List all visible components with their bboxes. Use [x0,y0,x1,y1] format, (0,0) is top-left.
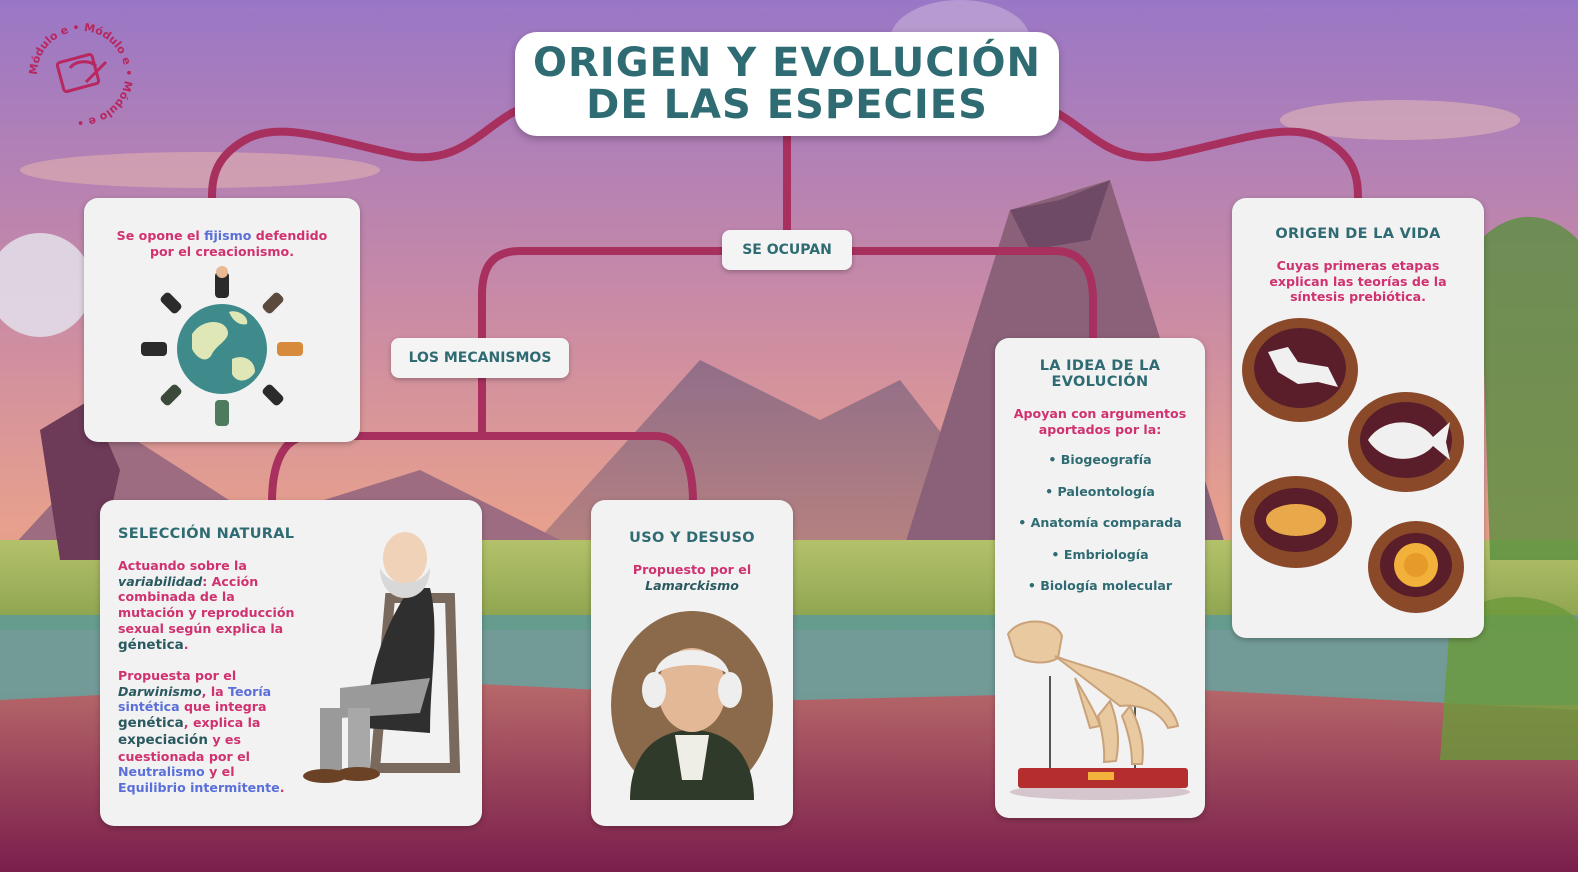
idea-intro-line2: aportados por la: [1038,421,1162,437]
origen-line2: explican las teorías de la [1269,273,1447,289]
fijismo-text-pre: Se opone el [116,228,205,243]
sn-p2-h: , explica la [183,715,261,731]
uso-desuso-text: Propuesto por el Lamarckismo [591,562,793,593]
fossil-fish-icon [1348,392,1464,492]
sn-p1-e: mutación y reproducción [118,605,295,621]
seleccion-natural-heading: SELECCIÓN NATURAL [118,526,295,542]
se-ocupan-text: SE OCUPAN [742,242,832,258]
sn-expeciacion: expeciación [118,731,208,748]
seleccion-natural-card: SELECCIÓN NATURAL Actuando sobre la vari… [100,500,482,826]
sn-p1-c: : Acción [202,573,259,589]
sn-darwinismo: Darwinismo [118,683,202,699]
sn-p2-j: y es [207,731,241,747]
darwin-portrait-icon [303,532,461,783]
fijismo-card: Se opone el fijismo defendido por el cre… [84,198,360,442]
fossil-dino-icon [1242,318,1358,422]
sn-p2-a: Propuesta por el [118,668,237,683]
sn-p2-k: cuestionada por el [118,748,250,764]
sn-p2-o: . [279,779,285,795]
sn-variabilidad: variabilidad [118,573,203,589]
idea-heading-line2: EVOLUCIÓN [1051,374,1149,390]
list-item: • Biología molecular [1027,578,1173,593]
module-logo: Módulo e • Módulo e • Módulo e • [26,20,136,130]
se-ocupan-label: SE OCUPAN [722,230,852,270]
los-mecanismos-text: LOS MECANISMOS [408,350,552,366]
dinosaur-skeleton-icon [1006,620,1190,800]
sn-genetica: génetica [118,636,184,653]
origen-vida-heading: ORIGEN DE LA VIDA [1275,226,1441,242]
origen-line3: síntesis prebiótica. [1290,289,1426,305]
lamarck-portrait-icon [611,611,773,800]
page-title: ORIGEN Y EVOLUCIÓN DE LAS ESPECIES [515,32,1059,136]
sn-p2-f: que integra [179,699,267,715]
origen-vida-text: Cuyas primeras etapas explican las teorí… [1232,258,1484,305]
fijismo-text-line2: por el creacionismo. [150,243,294,259]
idea-evolucion-card: LA IDEA DE LA EVOLUCIÓN Apoyan con argum… [995,338,1205,818]
list-item: • Paleontología [1045,483,1155,499]
list-item: • Biogeografía [1048,452,1152,467]
fossil-trilobite-icon [1240,476,1352,568]
fijismo-text-post: defendido [251,228,328,243]
title-line-2: DE LAS ESPECIES [586,82,988,128]
los-mecanismos-label: LOS MECANISMOS [391,338,569,378]
fossil-ammonite-icon [1368,521,1464,613]
list-item: • Embriología [1051,546,1149,562]
sn-p1-f: sexual según explica la [118,620,284,636]
uso-desuso-line1: Propuesto por el [632,562,752,577]
origen-vida-card: ORIGEN DE LA VIDA Cuyas primeras etapas … [1232,198,1484,638]
logo-ring-text: Módulo e • Módulo e • Módulo e • [27,21,135,129]
lamarckismo-text: Lamarckismo [645,577,739,593]
list-item: • Anatomía comparada [1018,515,1182,530]
origen-line1: Cuyas primeras etapas [1276,258,1440,273]
fossils-group [1240,318,1464,613]
sn-teoria: Teoría [228,683,272,699]
sn-sintetica: sintética [118,699,180,715]
svg-text:Módulo e • Módulo e • Módulo e: Módulo e • Módulo e • Módulo e • [27,21,135,129]
fijismo-text: Se opone el fijismo defendido por el cre… [84,228,360,259]
idea-heading-line1: LA IDEA DE LA [1039,358,1161,374]
sn-p1-a: Actuando sobre la [118,558,247,573]
uso-desuso-heading: USO Y DESUSO [629,530,755,546]
sn-neutralismo: Neutralismo [118,764,205,780]
globe-people-icon [141,266,303,426]
uso-desuso-card: USO Y DESUSO Propuesto por el Lamarckism… [591,500,793,826]
seleccion-natural-paragraph-2: Propuesta por el Darwinismo, la Teoría s… [118,668,318,796]
title-line-1: ORIGEN Y EVOLUCIÓN [533,40,1041,86]
sn-p2-m: y el [204,764,235,780]
sn-p1-h: . [183,636,189,652]
seleccion-natural-paragraph-1: Actuando sobre la variabilidad: Acción c… [118,558,318,653]
idea-evolucion-intro: Apoyan con argumentos aportados por la: [995,406,1205,437]
module-logo-icon: Módulo e • Módulo e • Módulo e • [27,21,135,129]
sn-genetica-2: genética [118,715,184,732]
evidence-list: • Biogeografía • Paleontología • Anatomí… [995,452,1205,610]
sn-p2-c: , la [201,683,229,699]
idea-intro-line1: Apoyan con argumentos [1013,406,1187,421]
fijismo-link: fijismo [204,228,252,243]
idea-evolucion-heading: LA IDEA DE LA EVOLUCIÓN [995,358,1205,390]
sn-p1-d: combinada de la [118,589,235,605]
sn-equilibrio: Equilibrio intermitente [118,779,280,795]
